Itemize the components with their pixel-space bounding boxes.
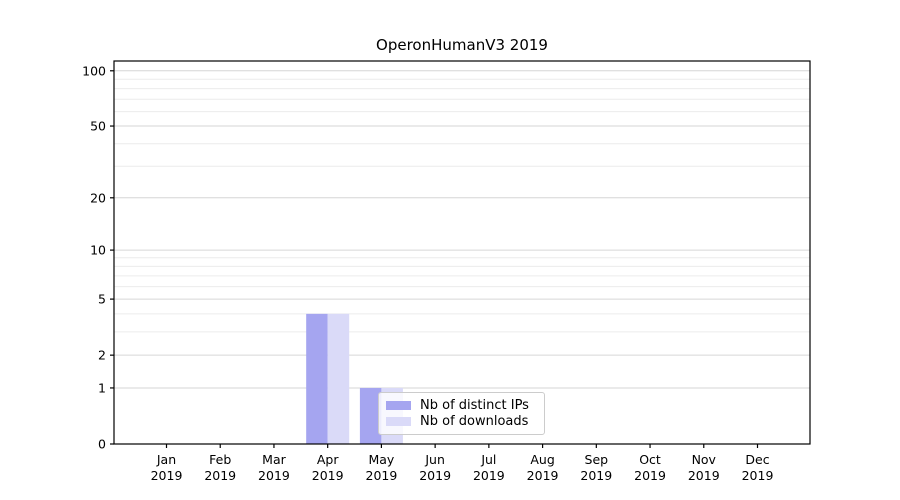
x-tick-label-year: 2019 — [688, 468, 720, 483]
x-tick-label-month: Mar — [262, 452, 286, 467]
x-tick-label-year: 2019 — [742, 468, 774, 483]
legend-label-distinct-ips: Nb of distinct IPs — [420, 397, 529, 413]
y-tick-label: 5 — [98, 292, 106, 307]
x-tick-label-month: Feb — [209, 452, 231, 467]
legend: Nb of distinct IPs Nb of downloads — [378, 392, 545, 435]
y-tick-label: 0 — [98, 437, 106, 452]
y-tick-label: 100 — [82, 63, 106, 78]
legend-label-downloads: Nb of downloads — [420, 414, 529, 430]
x-tick-label-month: Jul — [480, 452, 496, 467]
x-tick-label-year: 2019 — [366, 468, 398, 483]
y-tick-label: 1 — [98, 380, 106, 395]
x-tick-label-month: Nov — [692, 452, 717, 467]
plot-border — [113, 60, 811, 445]
x-tick-label-month: Dec — [745, 452, 769, 467]
x-tick-label-year: 2019 — [634, 468, 666, 483]
bar-downloads-apr — [327, 313, 350, 444]
x-tick-label-month: Oct — [639, 452, 661, 467]
y-tick-label: 50 — [90, 119, 106, 134]
y-tick-label: 20 — [90, 190, 106, 205]
chart-title: OperonHumanV3 2019 — [376, 36, 548, 54]
bar-distinct-ips-apr — [306, 313, 328, 444]
x-tick-label-year: 2019 — [527, 468, 559, 483]
bar-distinct-ips-may — [359, 387, 382, 444]
x-tick-label-month: Sep — [585, 452, 609, 467]
x-tick-label-year: 2019 — [312, 468, 344, 483]
x-tick-label-year: 2019 — [473, 468, 505, 483]
x-tick-label-month: May — [368, 452, 394, 467]
x-tick-label-year: 2019 — [151, 468, 183, 483]
x-tick-label-year: 2019 — [580, 468, 612, 483]
x-tick-label-month: Apr — [317, 452, 339, 467]
x-tick-label-month: Jan — [156, 452, 176, 467]
legend-item-distinct-ips: Nb of distinct IPs — [386, 397, 536, 413]
x-tick-label-year: 2019 — [258, 468, 290, 483]
legend-swatch-distinct-ips-icon — [386, 400, 411, 410]
y-tick-label: 10 — [90, 243, 106, 258]
y-tick-label: 2 — [98, 348, 106, 363]
legend-swatch-downloads-icon — [386, 417, 411, 427]
legend-item-downloads: Nb of downloads — [386, 414, 536, 430]
x-tick-label-year: 2019 — [419, 468, 451, 483]
x-tick-label-month: Jun — [424, 452, 445, 467]
x-tick-label-month: Aug — [530, 452, 554, 467]
x-tick-label-year: 2019 — [204, 468, 236, 483]
